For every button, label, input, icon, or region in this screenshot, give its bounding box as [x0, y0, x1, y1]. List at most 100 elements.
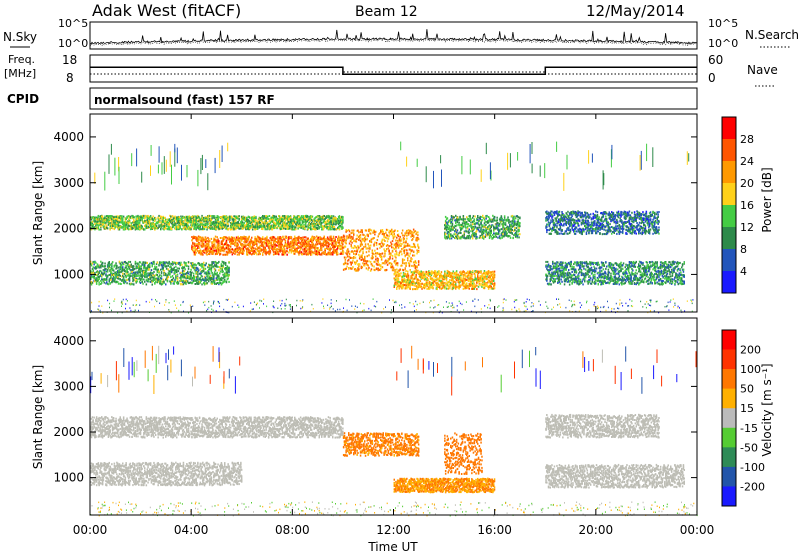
scatter-point — [123, 272, 126, 275]
scatter-point — [315, 235, 318, 238]
scatter-point — [123, 282, 126, 285]
scatter-point — [329, 251, 331, 254]
scatter-point — [243, 235, 245, 238]
scatter-point — [299, 222, 301, 225]
scatter-point — [357, 248, 359, 251]
scatter-point — [247, 251, 250, 254]
scatter-point — [117, 226, 119, 229]
scatter-point — [103, 281, 105, 284]
scatter-point — [349, 257, 352, 259]
scatter-point — [242, 223, 245, 226]
scatter-point — [343, 245, 346, 248]
scatter-point — [200, 240, 202, 243]
scatter-point — [247, 248, 250, 251]
scatter-point — [151, 223, 153, 226]
noise-panel-frame — [89, 21, 698, 50]
scatter-point — [231, 248, 234, 251]
scatter-point — [320, 247, 322, 249]
scatter-point — [95, 274, 97, 276]
scatter-point — [160, 277, 162, 280]
scatter-point — [270, 220, 272, 223]
scatter-point — [90, 221, 93, 224]
scatter-point — [212, 246, 214, 249]
scatter-point — [229, 226, 232, 229]
scatter-point — [297, 241, 299, 244]
scatter-point — [160, 268, 162, 271]
scatter-point — [222, 237, 224, 240]
scatter-point — [284, 235, 287, 238]
scatter-point — [199, 228, 202, 230]
scatter-point — [252, 247, 255, 250]
scatter-point — [162, 217, 164, 219]
scatter-point — [198, 251, 201, 254]
scatter-point — [174, 271, 176, 274]
scatter-point — [251, 226, 253, 229]
scatter-point — [94, 228, 96, 231]
scatter-point — [193, 253, 196, 256]
scatter-point — [238, 240, 240, 243]
scatter-point — [228, 220, 230, 223]
scatter-point — [174, 221, 176, 224]
scatter-point — [303, 225, 305, 228]
scatter-point — [203, 251, 206, 254]
scatter-point — [216, 278, 218, 281]
scatter-point — [196, 215, 198, 218]
scatter-point — [276, 218, 278, 221]
scatter-point — [110, 273, 112, 276]
scatter-point — [229, 239, 232, 242]
scatter-point — [316, 253, 319, 256]
scatter-point — [266, 217, 268, 220]
scatter-point — [243, 222, 245, 224]
scatter-point — [278, 248, 280, 251]
scatter-point — [121, 225, 123, 228]
scatter-point — [91, 262, 94, 265]
scatter-point — [311, 215, 314, 218]
scatter-point — [140, 265, 143, 268]
scatter-point — [171, 219, 174, 221]
scatter-point — [337, 221, 340, 224]
scatter-point — [131, 275, 133, 277]
scatter-point — [110, 272, 112, 275]
scatter-point — [154, 228, 156, 231]
scatter-point — [102, 221, 105, 224]
scatter-point — [138, 274, 140, 277]
scatter-point — [91, 220, 94, 223]
scatter-point — [294, 239, 297, 242]
scatter-point — [218, 244, 220, 247]
scatter-point — [170, 216, 172, 219]
scatter-point — [204, 223, 207, 225]
scatter-point — [203, 223, 205, 226]
scatter-point — [261, 237, 263, 240]
scatter-point — [310, 228, 313, 231]
scatter-point — [269, 251, 272, 254]
scatter-point — [155, 225, 158, 228]
scatter-point — [240, 225, 242, 227]
scatter-point — [278, 218, 280, 221]
scatter-point — [222, 249, 224, 251]
scatter-point — [160, 277, 163, 280]
scatter-point — [194, 283, 196, 285]
scatter-point — [106, 216, 109, 219]
scatter-point — [137, 272, 139, 275]
scatter-point — [291, 249, 293, 252]
scatter-point — [203, 261, 205, 264]
scatter-point — [222, 266, 224, 269]
scatter-point — [312, 246, 315, 249]
scatter-point — [118, 226, 121, 229]
scatter-point — [270, 239, 272, 242]
scatter-point — [269, 250, 272, 253]
scatter-point — [211, 244, 213, 247]
scatter-point — [219, 272, 221, 275]
scatter-point — [179, 279, 181, 282]
scatter-point — [228, 244, 230, 247]
scatter-point — [241, 252, 244, 255]
scatter-point — [172, 282, 175, 285]
scatter-point — [305, 225, 308, 228]
scatter-point — [309, 215, 311, 218]
scatter-point — [145, 276, 148, 279]
scatter-point — [185, 262, 187, 264]
scatter-point — [306, 249, 309, 252]
scatter-point — [250, 224, 252, 227]
scatter-point — [159, 261, 161, 264]
scatter-point — [100, 279, 102, 282]
